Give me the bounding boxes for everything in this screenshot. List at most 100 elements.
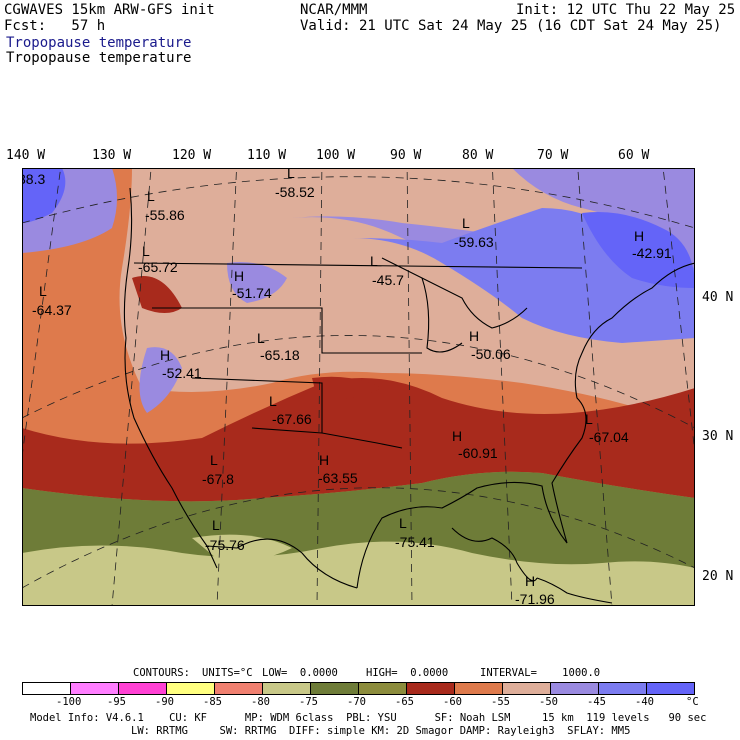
map-value-11: -52.41 [162, 365, 202, 381]
colorbar-tick-label: -70 [347, 696, 366, 708]
center-label: NCAR/MMM [300, 2, 368, 18]
colorbar-swatch [22, 682, 71, 695]
map-letter-14: H [452, 428, 462, 444]
map-letter-1: L [287, 168, 295, 181]
colorbar-swatch [310, 682, 359, 695]
field-title: Tropopause temperature [6, 50, 192, 66]
map-value-19: -71.96 [515, 591, 555, 606]
map-value-9: -65.18 [260, 347, 300, 363]
band-minus-40 [582, 212, 695, 288]
valid-time: Valid: 21 UTC Sat 24 May 25 (16 CDT Sat … [300, 18, 722, 34]
map-letter-7: L [370, 253, 378, 269]
colorbar-swatch [70, 682, 119, 695]
map-value-3: -59.63 [454, 234, 494, 250]
colorbar-tick-label: -55 [491, 696, 510, 708]
map-letter-11: H [160, 347, 170, 363]
map-letter-17: L [212, 517, 220, 533]
red-patch-plains [312, 376, 382, 400]
colorbar-tick-label: -80 [251, 696, 270, 708]
colorbar-swatch [406, 682, 455, 695]
band-minus-75 [22, 541, 695, 606]
map-letter-8: L [39, 283, 47, 299]
map-value-16: -63.55 [318, 470, 358, 486]
map-value-18: -75.41 [395, 534, 435, 550]
colorbar-swatch [118, 682, 167, 695]
purple-patch-montana [227, 262, 287, 303]
field-title-blue: Tropopause temperature [6, 35, 192, 51]
map-value-8: -64.37 [32, 302, 72, 318]
map-letter-6: H [234, 268, 244, 284]
colorbar-swatch [598, 682, 647, 695]
contours-label: CONTOURS: [133, 667, 190, 679]
model-info-line1: Model Info: V4.6.1 CU: KF MP: WDM 6class… [30, 712, 707, 724]
map-value-15: -67.8 [202, 471, 234, 487]
map-value-5: -65.72 [138, 259, 178, 275]
lon-label-110w: 110 W [247, 148, 287, 163]
coastlines [123, 187, 695, 604]
colorbar-tick-label: -95 [107, 696, 126, 708]
lon-label-140w: 140 W [6, 148, 46, 163]
map-letter-12: L [269, 393, 277, 409]
colorbar-tick-label: -60 [443, 696, 462, 708]
map-letter-2: L [147, 188, 155, 204]
model-info-line2: LW: RRTMG SW: RRTMG DIFF: simple KM: 2D … [131, 725, 631, 737]
colorbar-tick-label: -40 [635, 696, 654, 708]
colorbar-swatch [262, 682, 311, 695]
init-time: Init: 12 UTC Thu 22 May 25 [516, 2, 736, 18]
map-letter-3: L [462, 215, 470, 231]
map-value-14: -60.91 [458, 445, 498, 461]
map-value-2: -55.86 [145, 207, 185, 223]
map-border [22, 168, 695, 606]
lon-label-60w: 60 W [618, 148, 650, 163]
colorbar-tick-label: -90 [155, 696, 174, 708]
map-letter-18: L [399, 515, 407, 531]
contours-low: LOW= 0.0000 [262, 667, 338, 679]
map-value-10: -50.06 [471, 346, 511, 362]
red-patch-northwest [132, 276, 182, 313]
map-value-6: -51.74 [232, 285, 272, 301]
contours-interval: INTERVAL= 1000.0 [480, 667, 601, 679]
lat-label-40n: 40 N [702, 290, 734, 305]
colorbar-swatch [166, 682, 215, 695]
colorbar-swatch [502, 682, 551, 695]
map-letter-15: L [210, 452, 218, 468]
lon-label-80w: 80 W [462, 148, 494, 163]
colorbar-tick-label: -65 [395, 696, 414, 708]
model-title: CGWAVES 15km ARW-GFS init [4, 2, 215, 18]
map-letter-9: L [257, 330, 265, 346]
band-minus-40-nw [22, 168, 66, 223]
colorbar-tick-label: -75 [299, 696, 318, 708]
map-value-1: -58.52 [275, 184, 315, 200]
colorbar-swatch [646, 682, 695, 695]
lon-label-100w: 100 W [316, 148, 356, 163]
lon-label-70w: 70 W [537, 148, 569, 163]
lon-label-120w: 120 W [172, 148, 212, 163]
colorbar-tick-label: -85 [203, 696, 222, 708]
colorbar-tick-label: °C [686, 696, 699, 708]
colorbar-swatch [358, 682, 407, 695]
lon-label-90w: 90 W [390, 148, 422, 163]
map-value-12: -67.66 [272, 411, 312, 427]
band-minus-75-patch [192, 534, 292, 563]
colorbar-swatch [454, 682, 503, 695]
map-letter-16: H [319, 452, 329, 468]
map-letter-19: H [525, 573, 535, 589]
purple-patch-nevada [139, 347, 182, 413]
map-value-7: -45.7 [372, 272, 404, 288]
lon-label-130w: 130 W [92, 148, 132, 163]
map-value-17: -75.76 [205, 537, 245, 553]
colorbar-tick-label: -45 [587, 696, 606, 708]
graticule [22, 168, 695, 606]
map-value-20: 38.3 [22, 171, 45, 187]
map-letter-4: H [634, 228, 644, 244]
colorbar-swatch [214, 682, 263, 695]
forecast-hour: Fcst: 57 h [4, 18, 106, 34]
map-letter-13: L [585, 411, 593, 427]
map-value-13: -67.04 [589, 429, 629, 445]
lat-label-30n: 30 N [702, 429, 734, 444]
contours-units: UNITS=°C [202, 667, 253, 679]
lat-label-20n: 20 N [702, 569, 734, 584]
tropopause-temperature-map: L -58.52 L -55.86 L -59.63 H -42.91 L -6… [22, 168, 695, 606]
map-value-4: -42.91 [632, 245, 672, 261]
colorbar-tick-label: -50 [539, 696, 558, 708]
